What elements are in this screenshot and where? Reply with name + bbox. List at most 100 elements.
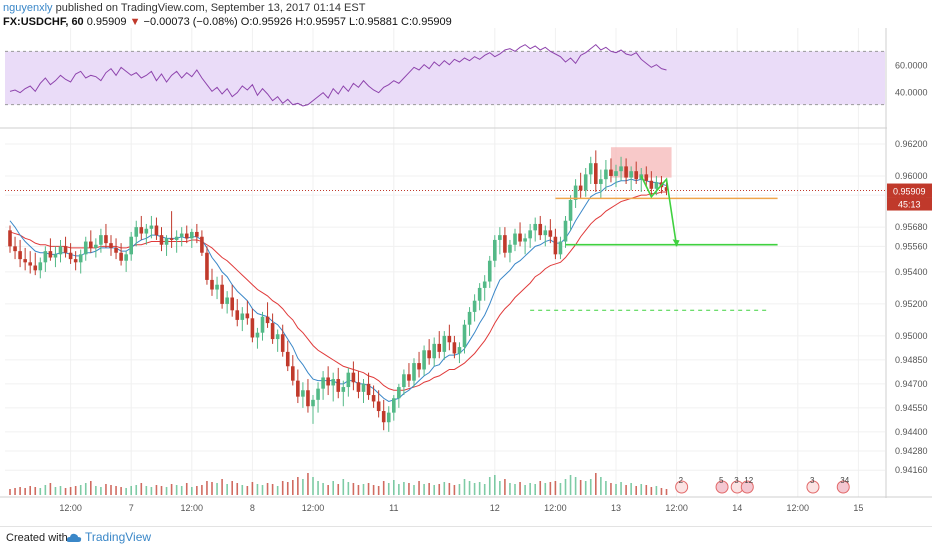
candle <box>649 171 654 196</box>
volume-bar <box>589 479 592 495</box>
candle <box>422 345 426 376</box>
volume-bar <box>180 486 183 495</box>
candle-body <box>361 383 366 392</box>
candle-body <box>609 169 613 176</box>
price-tick-label: 0.96000 <box>895 171 928 181</box>
volume-bar <box>367 483 370 495</box>
volume-bar <box>246 486 249 495</box>
volume-bar <box>34 487 37 495</box>
candle <box>296 369 300 404</box>
candle <box>23 247 27 271</box>
price-tick-label: 0.94280 <box>895 446 928 456</box>
candle-body <box>119 252 123 261</box>
candle-body <box>341 387 346 392</box>
candle <box>78 249 83 274</box>
candle <box>195 223 199 244</box>
volume-bar <box>509 483 511 495</box>
candle <box>331 372 335 402</box>
candle <box>503 227 507 258</box>
candle-body <box>280 334 285 352</box>
volume-bar <box>428 483 430 495</box>
candle <box>48 238 53 261</box>
rsi-line <box>9 43 667 107</box>
candle <box>154 217 159 240</box>
volume-bar <box>524 485 526 495</box>
volume-bar <box>211 482 213 495</box>
candle-body <box>397 387 401 399</box>
candle-body <box>392 398 396 413</box>
candle-body <box>169 238 174 240</box>
candle <box>371 385 376 408</box>
candle-body <box>442 335 447 352</box>
volume-bar <box>327 485 329 495</box>
candle-body <box>513 233 517 245</box>
event-marker-count: 12 <box>744 476 753 485</box>
candle <box>210 268 214 296</box>
last-price: 0.95909 <box>86 16 127 28</box>
candle <box>432 337 436 367</box>
candle-body <box>417 363 421 370</box>
candle <box>578 172 583 199</box>
candle <box>472 294 477 322</box>
volume-bar <box>231 481 233 495</box>
candle-body <box>149 225 154 229</box>
volume-bar <box>382 481 385 495</box>
event-marker-icon <box>715 480 729 494</box>
price-chart[interactable]: 2 5 3 12 3 34 60.0000 40.0000 0.96200 0.96000 0.… <box>0 28 932 528</box>
price-tick-label: 0.94700 <box>895 379 928 389</box>
candle-body <box>558 241 563 255</box>
candle-body <box>13 246 17 252</box>
volume-bar <box>155 485 158 495</box>
time-tick-label: 8 <box>250 503 255 513</box>
candle <box>548 219 553 244</box>
volume-bar <box>150 487 153 495</box>
candle-body <box>321 377 325 389</box>
rsi-tick-label: 60.0000 <box>895 61 928 71</box>
candle <box>417 351 421 378</box>
author-name[interactable]: nguyenxly <box>3 2 53 14</box>
candle <box>184 225 189 244</box>
tradingview-logo[interactable]: TradingView <box>66 530 151 544</box>
candle-body <box>447 335 452 343</box>
candle-body <box>255 332 260 338</box>
volume-bar <box>554 481 557 495</box>
ohlc-values: O:0.95926 H:0.95957 L:0.95881 C:0.95909 <box>240 16 452 28</box>
candle-body <box>467 311 472 325</box>
rsi-axis-ticks: 60.0000 40.0000 <box>895 61 928 98</box>
candle-body <box>583 174 588 191</box>
price-tick-label: 0.95680 <box>895 222 928 232</box>
candle <box>245 300 250 325</box>
volume-bar <box>443 482 446 495</box>
candle <box>624 158 628 184</box>
candle-body <box>205 252 209 280</box>
candle <box>518 222 522 247</box>
volume-bar <box>19 487 21 495</box>
time-axis-ticks: 12:00 7 12:00 8 12:00 11 12 12:00 13 12:00 14 12:00… <box>59 503 863 513</box>
volume-bar <box>9 489 11 495</box>
candle <box>336 367 341 399</box>
candle-body <box>220 284 224 304</box>
candle <box>523 233 527 255</box>
candle-body <box>493 239 497 261</box>
candle <box>124 251 128 272</box>
candle <box>270 313 275 344</box>
candle <box>619 156 623 181</box>
candle <box>250 308 255 343</box>
candle-body <box>245 313 250 319</box>
candle-body <box>543 230 548 236</box>
candle <box>200 230 204 256</box>
candle-body <box>563 220 568 242</box>
volume-bar <box>403 482 405 495</box>
volume-bar <box>337 484 340 495</box>
projection-arrow <box>640 175 678 247</box>
candle-body <box>270 323 275 340</box>
volume-bar <box>125 488 127 495</box>
chart-grid <box>5 28 885 497</box>
candle-body <box>371 395 376 402</box>
event-marker-icon <box>740 480 754 494</box>
candle <box>437 331 442 359</box>
candle <box>498 227 502 255</box>
volume-bar <box>377 486 380 495</box>
volume-bar <box>175 485 178 495</box>
candle <box>366 372 371 400</box>
